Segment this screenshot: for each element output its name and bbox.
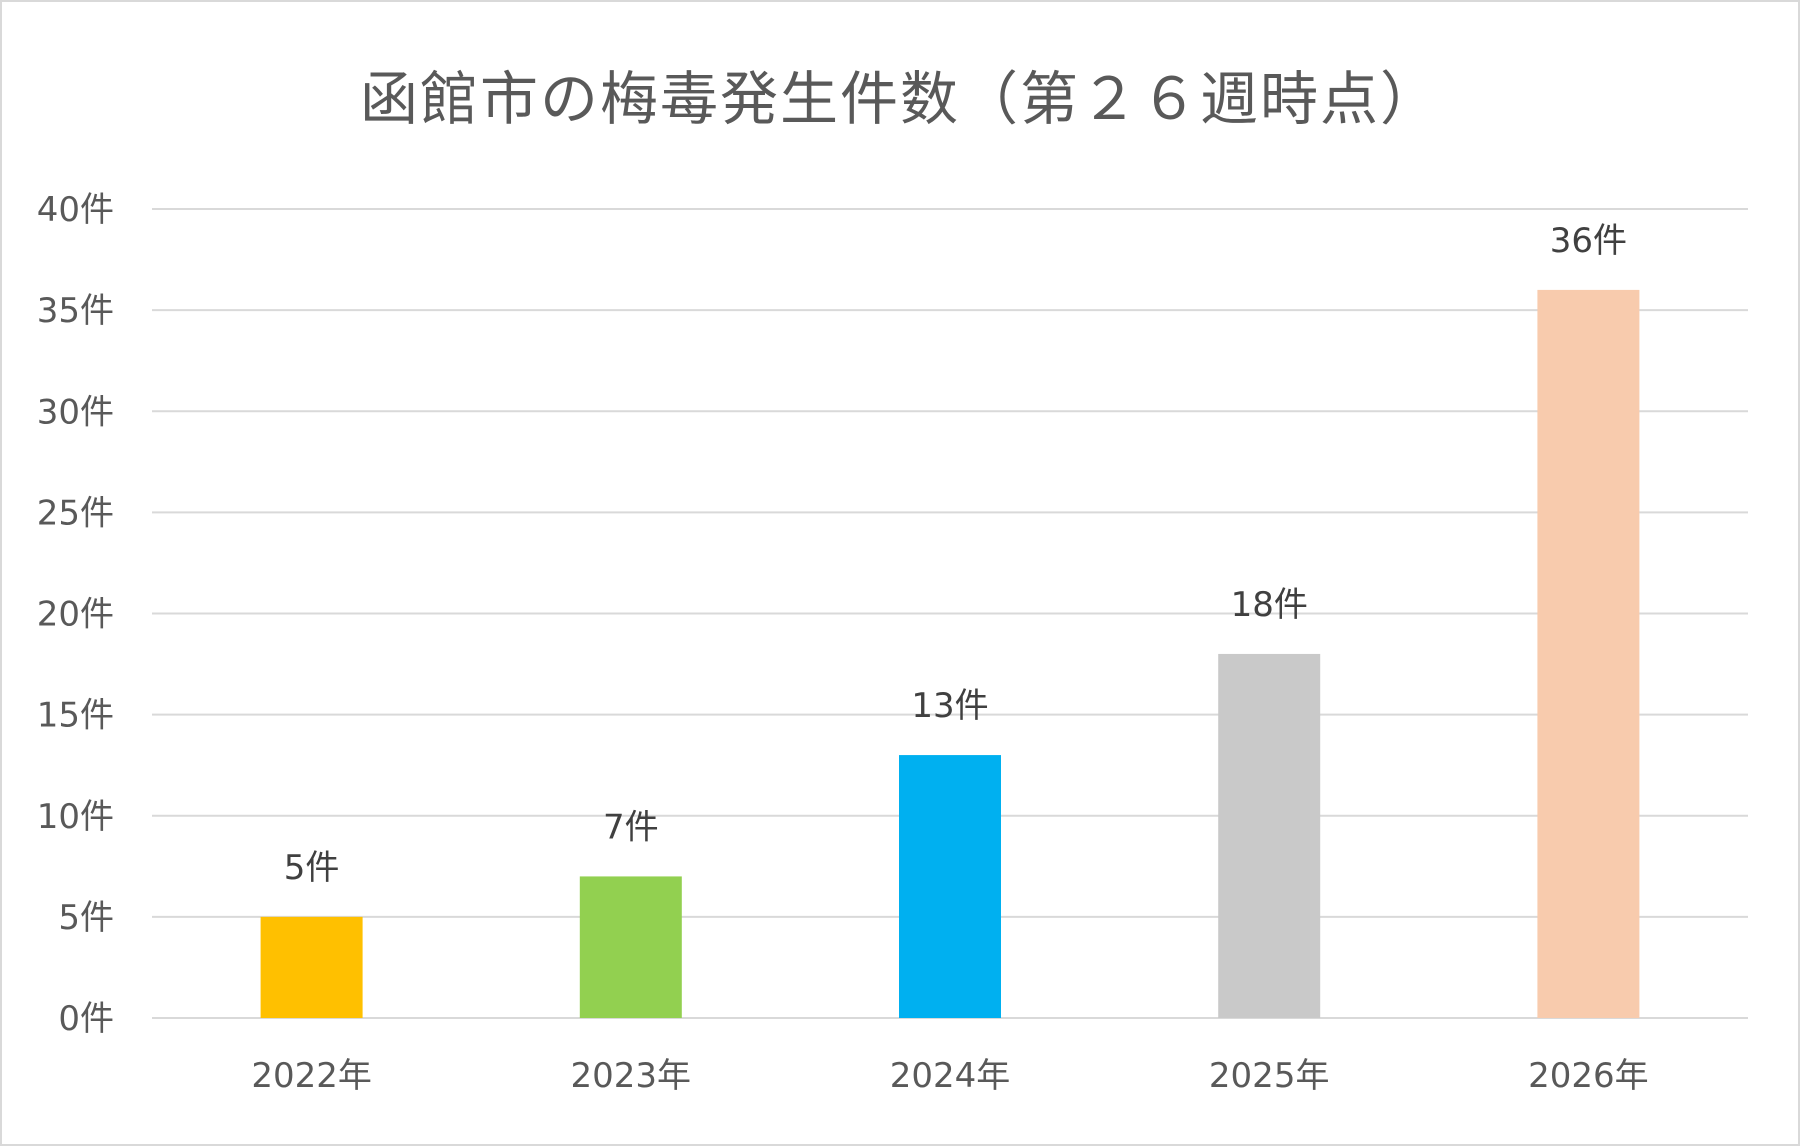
data-label: 18件: [1231, 585, 1308, 625]
data-label: 36件: [1550, 221, 1627, 261]
x-category-label: 2024年: [890, 1056, 1011, 1096]
y-tick-label: 35件: [37, 291, 114, 331]
y-tick-label: 5件: [58, 898, 114, 938]
x-category-label: 2026年: [1528, 1056, 1649, 1096]
y-tick-label: 30件: [37, 392, 114, 432]
bar-2022年: [260, 916, 363, 1018]
y-tick-label: 0件: [58, 999, 114, 1039]
bar-2023年: [579, 876, 682, 1018]
x-category-label: 2025年: [1209, 1056, 1330, 1096]
chart-title: 函館市の梅毒発生件数（第２６週時点）: [359, 65, 1440, 133]
bar-2024年: [899, 755, 1001, 1018]
bar-2026年: [1537, 289, 1640, 1018]
data-label: 7件: [603, 807, 659, 847]
y-tick-label: 25件: [37, 493, 114, 533]
data-label: 5件: [284, 848, 340, 888]
data-label: 13件: [911, 686, 988, 726]
y-tick-label: 40件: [37, 190, 114, 230]
labels: 0件 5件 10件 15件 20件 25件 30件 35件 40件 5件 2022年 7件 2023年 1…: [37, 190, 1649, 1096]
x-category-label: 2022年: [251, 1056, 372, 1096]
bar-2025年: [1218, 653, 1321, 1018]
x-category-label: 2023年: [571, 1056, 692, 1096]
y-tick-label: 10件: [37, 797, 114, 837]
y-tick-label: 15件: [37, 696, 114, 736]
y-tick-label: 20件: [37, 595, 114, 635]
bars: [260, 289, 1640, 1018]
